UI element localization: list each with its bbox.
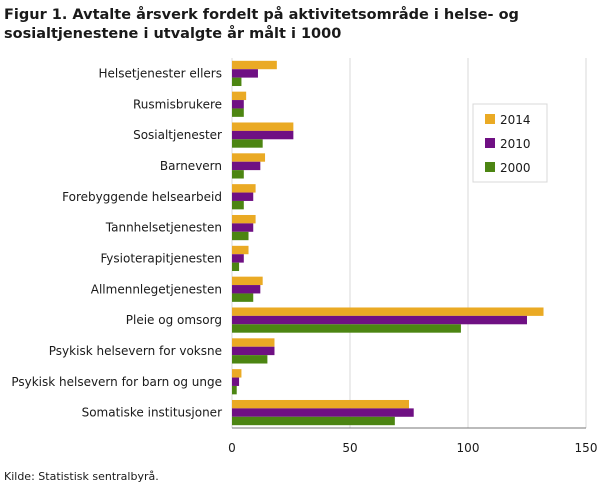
category-label: Sosialtjenester [133,128,222,142]
bar-2010 [232,69,258,78]
bar-2010 [232,377,240,386]
bar-2010 [232,223,254,232]
bar-2010 [232,192,254,201]
bar-2014 [232,276,263,286]
chart-title: Figur 1. Avtalte årsverk fordelt på akti… [4,7,519,42]
category-label: Forebyggende helsearbeid [62,190,222,204]
bar-2014 [232,60,277,70]
source-note: Kilde: Statistisk sentralbyrå. [4,470,159,483]
legend-label-2000: 2000 [500,161,531,175]
category-label: Somatiske institusjoner [82,406,222,420]
bar-2010 [232,100,244,109]
bar-2000 [232,139,263,148]
bar-2014 [232,122,294,131]
category-label: Helsetjenester ellers [99,66,223,80]
category-label: Psykisk helsevern for voksne [49,344,222,358]
bar-2000 [232,200,244,210]
legend-label-2010: 2010 [500,137,531,151]
category-label: Psykisk helsevern for barn og unge [11,375,222,389]
bar-2000 [232,385,237,395]
bar-2000 [232,231,249,241]
bar-2000 [232,108,244,117]
bar-2010 [232,285,261,294]
x-tick-label: 0 [228,441,236,455]
category-labels: Helsetjenester ellers Rusmisbrukere Sosial… [11,66,222,419]
bar-2010 [232,161,261,171]
category-label: Tannhelsetjenesten [105,221,222,235]
bar-2010 [232,130,294,140]
legend-swatch-2000 [485,162,495,172]
x-axis-ticks: 0 50 100 150 [228,441,597,455]
legend-swatch-2014 [485,114,495,124]
bar-2014 [232,91,247,101]
x-tick-label: 150 [575,441,598,455]
bar-2014 [232,369,242,378]
bar-2000 [232,355,268,364]
bar-2010 [232,408,414,417]
bar-2000 [232,170,244,179]
bar-2000 [232,262,240,272]
category-label: Pleie og omsorg [126,313,222,327]
bar-2014 [232,245,249,255]
bar-2010 [232,254,244,263]
bar-2014 [232,214,256,224]
legend: 2014 2010 2000 [472,103,548,183]
category-label: Allmennlegetjenesten [91,282,222,296]
bar-group [232,60,544,426]
category-label: Fysioterapitjenesten [100,251,222,265]
grid-lines [231,58,587,429]
bar-2000 [232,77,242,87]
bar-2014 [232,307,544,316]
legend-swatch-2010 [485,138,495,148]
legend-label-2014: 2014 [500,113,531,127]
bar-2014 [232,399,409,409]
category-label: Barnevern [160,159,222,173]
category-label: Rusmisbrukere [133,97,222,111]
bar-2010 [232,315,527,325]
bar-2000 [232,416,395,426]
bar-2014 [232,184,256,193]
x-tick-label: 100 [457,441,480,455]
x-tick-label: 50 [342,441,357,455]
bar-2000 [232,324,461,333]
bar-2014 [232,153,266,162]
bar-2014 [232,338,275,347]
bar-2000 [232,293,254,302]
bar-2010 [232,346,275,356]
